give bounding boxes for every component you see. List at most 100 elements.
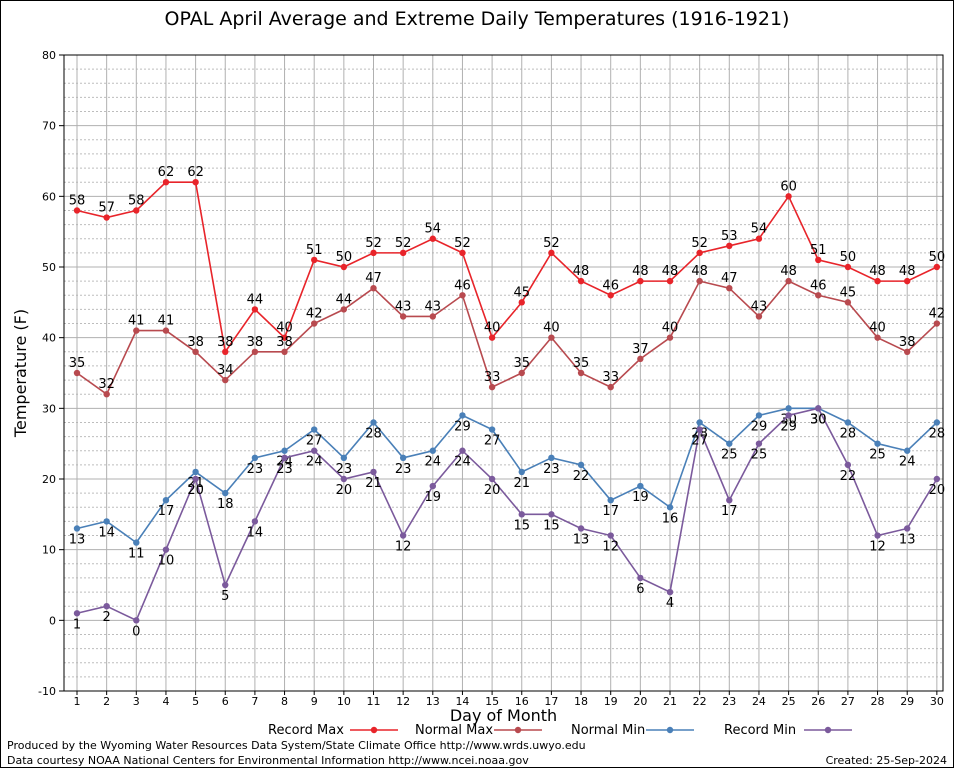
normal-max-point [162,327,170,334]
record-max-data-label: 48 [899,264,916,279]
record-max-point [281,334,288,341]
footer-produced-by: Produced by the Wyoming Water Resources … [7,739,586,752]
x-tick-label: 2 [103,695,110,708]
record-max-point [726,242,733,249]
record-min-point [459,447,466,454]
x-tick-label: 19 [604,695,618,708]
normal-max-point [755,313,763,320]
normal-max-point [607,383,614,391]
record-min-data-label: 27 [691,434,708,449]
normal-max-data-label: 40 [869,321,886,336]
record-max-point [103,214,110,221]
record-max-point [311,256,318,264]
x-tick-label: 15 [485,695,499,708]
record-min-point [429,482,436,490]
normal-min-point [548,454,555,461]
normal-max-line [76,280,938,396]
normal-min-point [311,426,318,433]
record-min-point [933,475,941,483]
record-max-point [874,277,881,285]
normal-max-point [281,348,288,355]
normal-min-point [162,497,170,504]
record-max-point [518,299,525,306]
normal-max-point [73,369,81,377]
record-min-point [607,532,614,539]
record-max-point [933,263,941,271]
record-min-point [133,617,140,624]
record-max-data-label: 54 [751,222,768,237]
normal-min-data-label: 23 [395,462,412,477]
x-tick-label: 13 [426,695,440,708]
normal-min-data-label: 17 [602,504,619,519]
y-tick-label: 50 [42,261,56,274]
x-tick-label: 27 [841,695,855,708]
normal-max-point [844,299,852,306]
record-max-point [815,256,822,264]
record-max-point [162,179,170,186]
x-tick-label: 17 [544,695,558,708]
y-tick-label: 20 [42,473,56,486]
normal-max-data-label: 41 [128,314,145,329]
normal-max-data-label: 32 [98,377,115,392]
x-tick-label: 14 [455,695,469,708]
record-max-point [370,249,377,257]
normal-min-point [459,412,466,419]
record-min-data-label: 15 [543,518,560,533]
record-max-data-label: 54 [425,222,442,237]
record-max-data-label: 58 [69,193,86,208]
x-tick-label: 11 [367,695,381,708]
record-min-point [577,525,585,532]
record-min-data-label: 15 [513,518,530,533]
normal-min-point [607,497,614,504]
record-max-data-label: 38 [217,335,234,350]
record-max-data-label: 58 [128,193,145,208]
record-max-data-label: 60 [780,179,797,194]
x-tick-label: 18 [574,695,588,708]
normal-max-data-label: 37 [632,342,649,357]
normal-max-point [726,285,733,292]
normal-max-point [311,320,318,327]
x-tick-label: 25 [782,695,796,708]
record-min-data-label: 13 [899,532,916,547]
normal-min-point [577,461,585,469]
legend-label-record-min: Record Min [724,723,796,738]
record-max-line [76,181,938,354]
normal-max-point [133,327,140,334]
record-max-point [696,249,703,257]
normal-max-data-label: 33 [602,370,619,385]
record-min-point [548,511,555,518]
record-max-data-label: 50 [840,250,857,265]
record-min-data-label: 17 [721,504,738,519]
normal-max-point [933,320,941,327]
record-max-data-label: 44 [247,292,264,307]
normal-min-point [73,525,81,532]
record-max-point [429,235,436,242]
normal-min-data-label: 25 [869,448,886,463]
normal-min-point [933,419,941,426]
record-max-point [251,306,259,313]
x-tick-label: 22 [693,695,707,708]
record-max-point [73,207,81,214]
record-max-point [548,249,555,257]
y-tick-label: 70 [42,120,56,133]
legend-label-record-max: Record Max [268,723,344,738]
record-min-data-label: 21 [365,476,382,491]
record-max-point [459,249,466,257]
record-min-point [73,610,81,617]
normal-min-data-label: 22 [573,469,590,484]
record-min-point [696,426,703,433]
record-min-data-label: 13 [573,532,590,547]
normal-max-point [429,313,436,320]
x-tick-label: 26 [811,695,825,708]
normal-min-data-label: 28 [929,426,946,441]
record-min-point [251,518,259,525]
normal-max-point [696,277,703,285]
normal-max-data-label: 47 [721,271,738,286]
record-max-point [755,235,763,242]
normal-max-point [577,369,585,377]
normal-min-data-label: 24 [425,455,442,470]
y-tick-label: 80 [42,49,56,62]
record-max-point [340,263,348,271]
normal-min-data-label: 28 [840,426,857,441]
